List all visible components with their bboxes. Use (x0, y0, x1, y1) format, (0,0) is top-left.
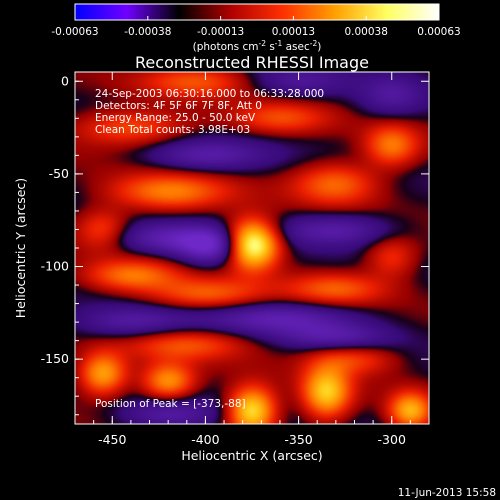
x-tick-label: -300 (378, 432, 406, 447)
y-tick-label: -50 (49, 166, 69, 181)
x-axis-label: Heliocentric X (arcsec) (181, 448, 322, 463)
x-tick-label: -400 (191, 432, 219, 447)
chart-title: Reconstructed RHESSI Image (135, 53, 369, 72)
annotation-block: 24-Sep-2003 06:30:16.000 to 06:33:28.000… (95, 88, 324, 136)
y-tick-label: -150 (41, 351, 69, 366)
footer-date: 11-Jun-2013 15:58 (398, 487, 496, 499)
colorbar-tick-label: -0.00013 (197, 26, 244, 38)
colorbar-tick-label: -0.00038 (124, 26, 171, 38)
x-tick-label: -350 (284, 432, 312, 447)
colorbar: -0.00063 -0.00038 -0.00013 0.00013 0.00038 0.… (51, 3, 461, 53)
y-axis-label: Heliocentric Y (arcsec) (13, 178, 28, 318)
peak-position-label: Position of Peak = [-373,-88] (95, 398, 246, 410)
colorbar-strip (74, 3, 440, 21)
colorbar-tick-label: 0.00063 (417, 26, 460, 38)
annotation-energy-range: Energy Range: 25.0 - 50.0 keV (95, 112, 256, 124)
y-tick-label: -100 (41, 259, 69, 274)
annotation-detectors: Detectors: 4F 5F 6F 7F 8F, Att 0 (95, 100, 262, 112)
x-tick-label: -450 (98, 432, 126, 447)
colorbar-tick-label: 0.00038 (344, 26, 387, 38)
colorbar-tick-label: -0.00063 (51, 26, 98, 38)
y-axis: 0 -50 -100 -150 (41, 73, 429, 416)
colorbar-ticks: -0.00063 -0.00038 -0.00013 0.00013 0.00038 0.… (51, 16, 461, 38)
annotation-time-range: 24-Sep-2003 06:30:16.000 to 06:33:28.000 (95, 88, 324, 100)
y-tick-label: 0 (61, 73, 69, 88)
annotation-total-counts: Clean Total counts: 3.98E+03 (95, 124, 250, 136)
heatmap-image (75, 72, 429, 424)
x-axis: -450 -400 -350 -300 (93, 72, 430, 447)
colorbar-unit-label: (photons cm-2 s-1 asec-2) (193, 39, 322, 53)
colorbar-tick-label: 0.00013 (272, 26, 315, 38)
plot-area: -450 -400 -350 -300 0 -50 -100 -150 (41, 71, 430, 447)
